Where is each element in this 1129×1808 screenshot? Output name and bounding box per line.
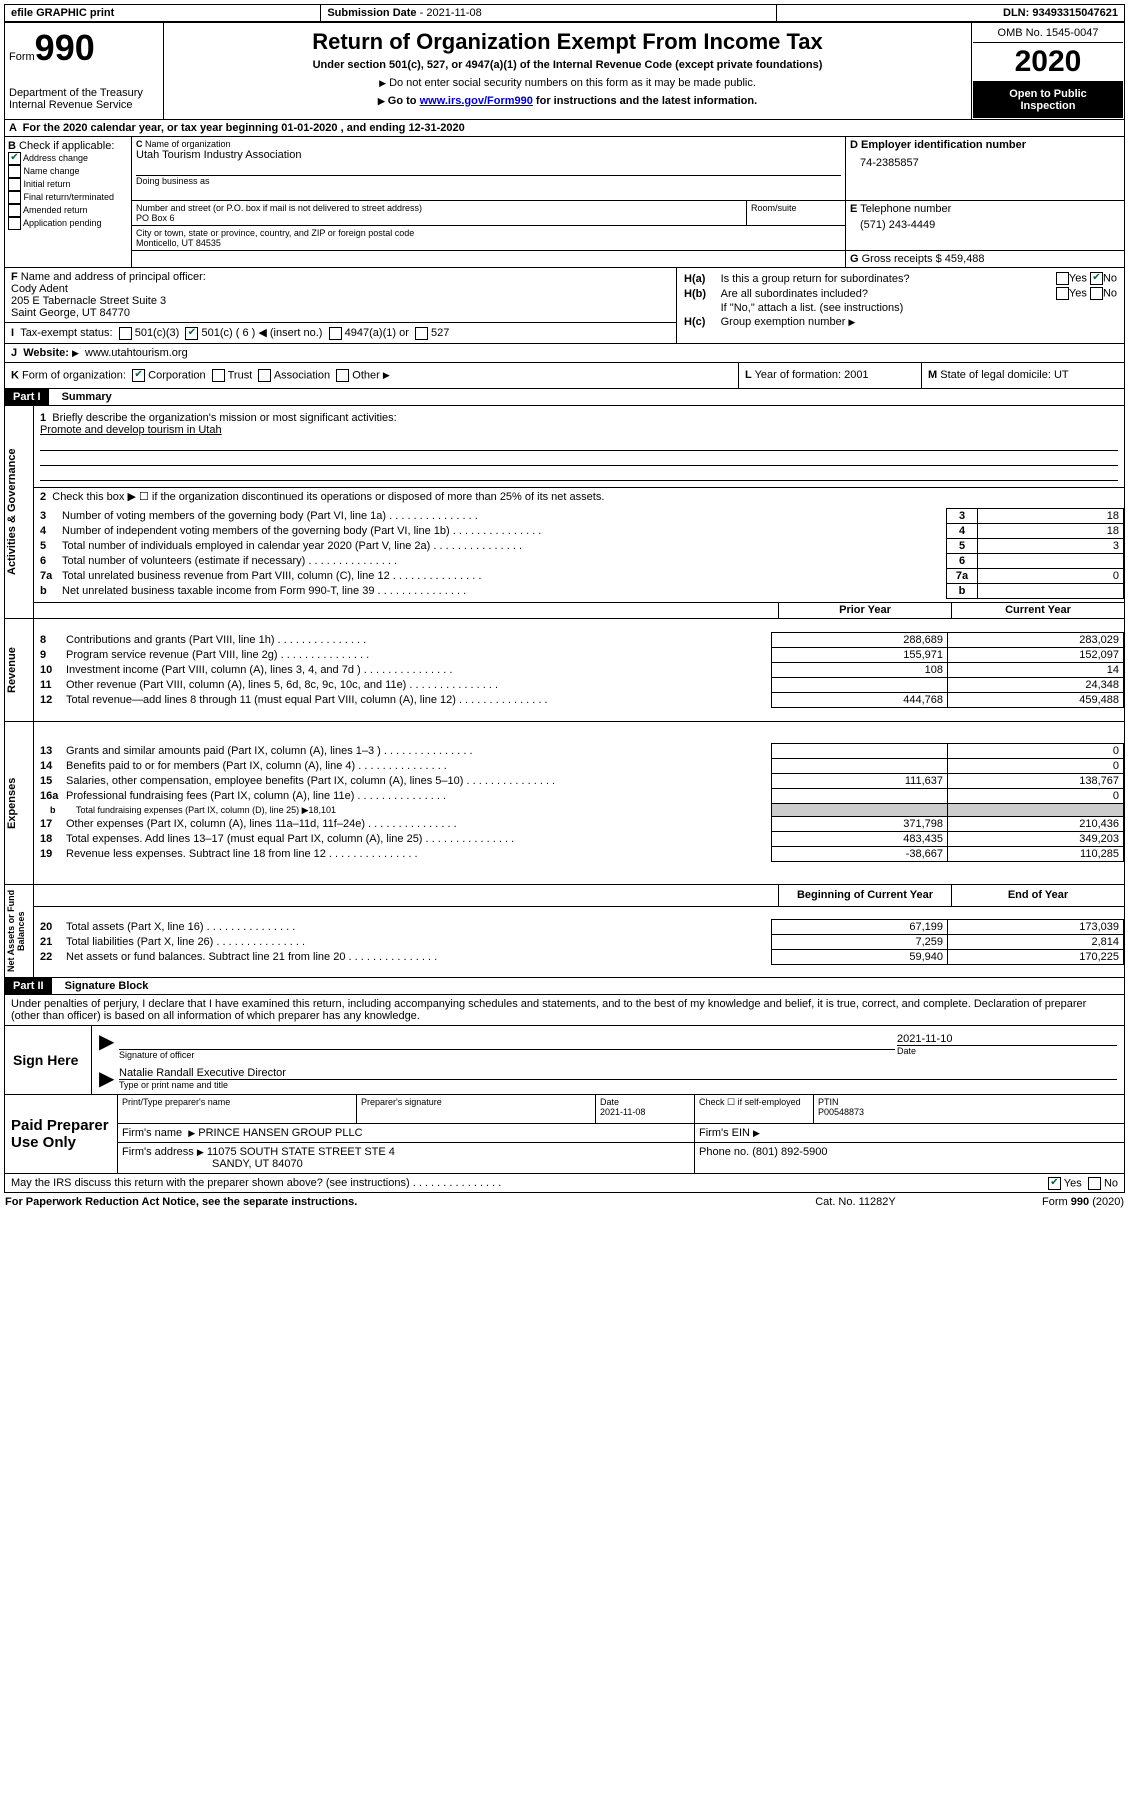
501c-checkbox[interactable] — [185, 327, 198, 340]
side-revenue: Revenue — [6, 620, 18, 720]
preparer-date: 2021-11-08 — [600, 1107, 690, 1117]
side-governance: Activities & Governance — [5, 406, 34, 619]
summary-row: 9Program service revenue (Part VIII, lin… — [34, 647, 1124, 662]
omb-number: OMB No. 1545-0047 — [973, 24, 1123, 43]
part1-header: Part I Summary — [4, 389, 1125, 406]
summary-row: 20Total assets (Part X, line 16) 67,1991… — [34, 919, 1124, 934]
discuss-row: May the IRS discuss this return with the… — [4, 1174, 1125, 1193]
assoc-checkbox[interactable] — [258, 369, 271, 382]
page-footer: For Paperwork Reduction Act Notice, see … — [4, 1195, 1125, 1209]
box-i-status: I Tax-exempt status: 501(c)(3) 501(c) ( … — [5, 323, 677, 344]
sig-officer-label: Signature of officer — [119, 1050, 895, 1060]
self-employed-check[interactable]: Check ☐ if self-employed — [695, 1095, 814, 1124]
other-checkbox[interactable] — [336, 369, 349, 382]
tax-period: A For the 2020 calendar year, or tax yea… — [4, 120, 1125, 137]
submission-date: Submission Date - 2021-11-08 — [321, 5, 777, 22]
sign-here-label: Sign Here — [5, 1026, 92, 1095]
top-bar: efile GRAPHIC print Submission Date - 20… — [4, 4, 1125, 22]
box-g-receipts: G Gross receipts $ 459,488 — [846, 251, 1125, 268]
box-d-ein: D Employer identification number 74-2385… — [846, 137, 1125, 201]
side-net-assets: Net Assets or Fund Balances — [6, 886, 26, 976]
gov-row: 6Total number of volunteers (estimate if… — [34, 554, 1124, 569]
sig-date: 2021-11-10 — [897, 1033, 1117, 1046]
boxb-option[interactable]: Final return/terminated — [8, 191, 128, 204]
note-no-ssn: Do not enter social security numbers on … — [170, 77, 965, 89]
boxb-option[interactable]: Initial return — [8, 178, 128, 191]
efile-label: efile GRAPHIC print — [5, 5, 321, 22]
boxb-option[interactable]: Name change — [8, 165, 128, 178]
irs-label: Internal Revenue Service — [9, 99, 159, 111]
gov-row: 5Total number of individuals employed in… — [34, 539, 1124, 554]
perjury-declaration: Under penalties of perjury, I declare th… — [4, 995, 1125, 1026]
mission-text: Promote and develop tourism in Utah — [40, 424, 1118, 436]
summary-row: 11Other revenue (Part VIII, column (A), … — [34, 677, 1124, 692]
part2-header: Part II Signature Block — [4, 978, 1125, 995]
527-checkbox[interactable] — [415, 327, 428, 340]
501c3-checkbox[interactable] — [119, 327, 132, 340]
summary-row: 8Contributions and grants (Part VIII, li… — [34, 632, 1124, 647]
discuss-yes-checkbox[interactable] — [1048, 1177, 1061, 1190]
summary-row: 21Total liabilities (Part X, line 26) 7,… — [34, 934, 1124, 949]
discuss-no-checkbox[interactable] — [1088, 1177, 1101, 1190]
hb-no-checkbox[interactable] — [1090, 287, 1103, 300]
firm-addr: 11075 SOUTH STATE STREET STE 4 — [207, 1146, 395, 1158]
form-header: Form990 Department of the Treasury Inter… — [4, 22, 1125, 120]
sign-here-block: Sign Here ▶ Signature of officer 2021-11… — [4, 1026, 1125, 1095]
summary-row: 18Total expenses. Add lines 13–17 (must … — [34, 832, 1124, 847]
cat-no: Cat. No. 11282Y — [767, 1195, 945, 1209]
summary-row: 10Investment income (Part VIII, column (… — [34, 662, 1124, 677]
paid-preparer-block: Paid Preparer Use Only Print/Type prepar… — [4, 1095, 1125, 1174]
box-k-org-form: K Form of organization: Corporation Trus… — [5, 363, 739, 389]
ha-yes-checkbox[interactable] — [1056, 272, 1069, 285]
box-f-officer: F Name and address of principal officer:… — [5, 268, 677, 323]
summary-row: 19Revenue less expenses. Subtract line 1… — [34, 847, 1124, 862]
box-c-address: Number and street (or P.O. box if mail i… — [132, 201, 846, 251]
boxb-option[interactable]: Address change — [8, 152, 128, 165]
trust-checkbox[interactable] — [212, 369, 225, 382]
box-e-phone: E Telephone number (571) 243-4449 — [846, 201, 1125, 251]
form990-link[interactable]: www.irs.gov/Form990 — [420, 95, 533, 107]
form-number: Form990 — [9, 27, 159, 69]
summary-row: 14Benefits paid to or for members (Part … — [34, 759, 1124, 774]
tax-year: 2020 — [973, 43, 1123, 82]
gov-row: 7aTotal unrelated business revenue from … — [34, 569, 1124, 584]
open-inspection: Open to PublicInspection — [973, 82, 1123, 118]
firm-name: PRINCE HANSEN GROUP PLLC — [198, 1127, 362, 1139]
box-m-state: M State of legal domicile: UT — [922, 363, 1125, 389]
summary-row: bTotal fundraising expenses (Part IX, co… — [34, 804, 1124, 817]
ptin-value: P00548873 — [818, 1107, 1120, 1117]
gov-row: 4Number of independent voting members of… — [34, 524, 1124, 539]
form-ref: Form 990 (2020) — [944, 1195, 1125, 1209]
ha-no-checkbox[interactable] — [1090, 272, 1103, 285]
summary-row: 22Net assets or fund balances. Subtract … — [34, 949, 1124, 964]
summary-row: 15Salaries, other compensation, employee… — [34, 774, 1124, 789]
part1-body: Activities & Governance 1 Briefly descri… — [4, 406, 1125, 978]
side-expenses: Expenses — [6, 723, 18, 883]
box-l-year: L Year of formation: 2001 — [739, 363, 922, 389]
boxb-option[interactable]: Amended return — [8, 204, 128, 217]
form-subtitle: Under section 501(c), 527, or 4947(a)(1)… — [170, 59, 965, 71]
paperwork-notice: For Paperwork Reduction Act Notice, see … — [4, 1195, 767, 1209]
summary-row: 12Total revenue—add lines 8 through 11 (… — [34, 692, 1124, 707]
gov-row: bNet unrelated business taxable income f… — [34, 584, 1124, 599]
box-b: B Check if applicable: Address change Na… — [5, 137, 132, 268]
box-h: H(a) Is this a group return for subordin… — [677, 268, 1125, 343]
summary-row: 17Other expenses (Part IX, column (A), l… — [34, 817, 1124, 832]
summary-row: 16aProfessional fundraising fees (Part I… — [34, 789, 1124, 804]
officer-name: Natalie Randall Executive Director — [119, 1067, 1117, 1080]
gov-row: 3Number of voting members of the governi… — [34, 509, 1124, 524]
corp-checkbox[interactable] — [132, 369, 145, 382]
note-goto: Go to www.irs.gov/Form990 for instructio… — [170, 95, 965, 107]
box-c-name: C Name of organization Utah Tourism Indu… — [132, 137, 846, 201]
dept-treasury: Department of the Treasury — [9, 87, 159, 99]
firm-phone: (801) 892-5900 — [752, 1146, 827, 1158]
summary-row: 13Grants and similar amounts paid (Part … — [34, 744, 1124, 759]
hb-yes-checkbox[interactable] — [1056, 287, 1069, 300]
boxb-option[interactable]: Application pending — [8, 217, 128, 230]
dln: DLN: 93493315047621 — [776, 5, 1124, 22]
4947-checkbox[interactable] — [329, 327, 342, 340]
box-j-website: J Website: www.utahtourism.org — [5, 343, 1125, 362]
form-title: Return of Organization Exempt From Incom… — [170, 29, 965, 55]
paid-preparer-label: Paid Preparer Use Only — [5, 1095, 118, 1174]
